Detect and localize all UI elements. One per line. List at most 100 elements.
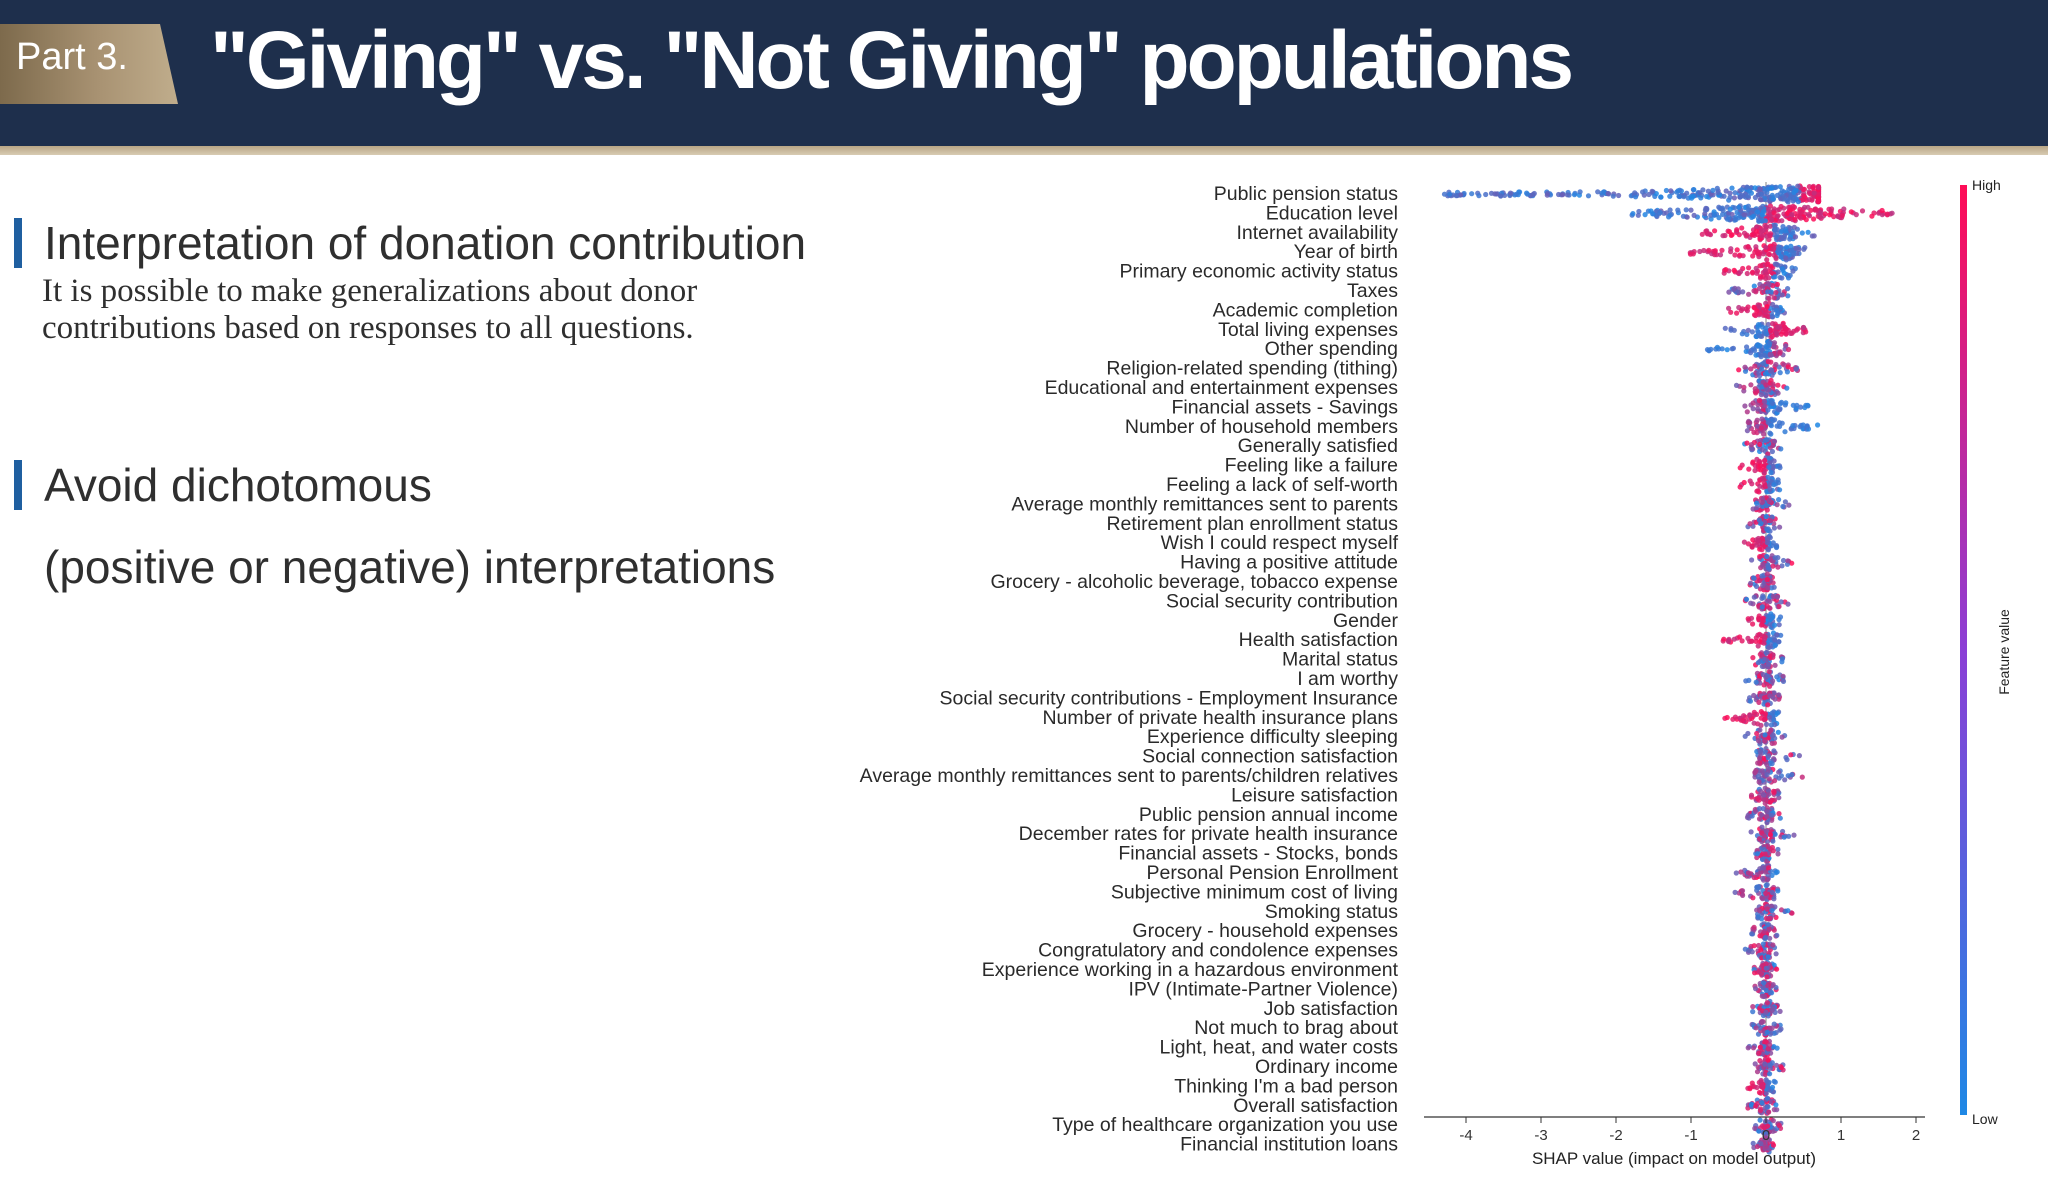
shap-point [1756,397,1762,403]
shap-point [1757,1117,1763,1123]
feature-label: Health satisfaction [1239,629,1398,651]
shap-point [1762,1071,1768,1078]
feature-dots [1752,1056,1786,1078]
shap-point [1765,954,1771,960]
shap-point [1768,470,1774,476]
feature-dots [1745,611,1784,631]
shap-point [1775,888,1781,894]
shap-point [1762,738,1768,744]
shap-point [1758,1077,1764,1084]
shap-point [1776,617,1782,623]
feature-dots [1749,552,1795,573]
shap-point [1666,214,1672,220]
shap-point [1785,558,1791,564]
shap-point [1757,437,1763,444]
shap-point [1771,896,1777,902]
x-tick-label: 2 [1912,1127,1920,1144]
feature-label: Light, heat, and water costs [1160,1037,1399,1059]
shap-point [1630,211,1636,217]
shap-point [1767,518,1773,524]
shap-point [1753,679,1759,685]
shap-point [1749,813,1755,819]
shap-point [1804,423,1810,429]
shap-point [1773,290,1779,296]
shap-point [1764,761,1770,768]
shap-point [1712,249,1718,255]
shap-point [1766,776,1772,782]
shap-point [1764,576,1770,583]
shap-point [1773,870,1779,876]
feature-dots [1747,571,1777,593]
shap-point [1749,232,1755,238]
feature-dots [1754,901,1795,922]
shap-point [1759,812,1765,818]
shap-point [1691,187,1697,193]
shap-point [1761,458,1768,464]
shap-point [1761,755,1767,761]
shap-point [1766,232,1773,238]
shap-point [1697,190,1703,196]
shap-point [1733,870,1739,876]
shap-point [1663,187,1669,194]
shap-point [1789,910,1795,916]
shap-point [1738,869,1744,875]
shap-point [1757,866,1763,872]
shap-point [1751,709,1757,716]
shap-point [1757,908,1763,914]
shap-point [1751,924,1757,930]
shap-point [1811,216,1817,222]
header-bar [0,0,2048,146]
shap-point [1748,600,1754,606]
shap-point [1764,1095,1770,1101]
shap-point [1778,254,1784,260]
shap-point [1706,247,1712,253]
feature-label: Financial assets - Stocks, bonds [1118,843,1398,865]
shap-point [1750,270,1756,276]
shap-point [1757,554,1763,560]
shap-point [1778,1026,1784,1032]
shap-point [1483,191,1489,198]
shap-point [1767,486,1773,492]
shap-point [1763,749,1769,755]
shap-point [1616,192,1622,199]
shap-point [1770,301,1776,308]
shap-point [1759,366,1765,372]
feature-dots [1699,222,1817,243]
shap-point [1798,210,1804,216]
shap-point [1785,601,1791,607]
shap-point [1779,275,1785,281]
shap-point [1771,525,1777,531]
shap-point [1736,204,1742,210]
shap-point [1739,888,1746,894]
shap-point [1754,748,1760,755]
shap-point [1763,1090,1769,1096]
shap-point [1772,555,1778,561]
feature-label: Primary economic activity status [1120,261,1399,283]
shap-point [1773,330,1780,336]
feature-label: Type of healthcare organization you use [1052,1114,1398,1136]
shap-point [1805,402,1811,408]
feature-label: Average monthly remittances sent to pare… [860,765,1399,787]
shap-point [1760,561,1766,568]
shap-point [1792,234,1799,240]
shap-point [1761,928,1767,935]
shap-point [1770,1005,1776,1011]
shap-point [1811,233,1817,239]
shap-point [1771,1044,1777,1050]
shap-point [1789,330,1795,336]
shap-point [1633,194,1639,200]
shap-point [1761,663,1767,670]
feature-dots [1749,1018,1784,1038]
feature-label: Total living expenses [1218,319,1398,341]
shap-point [1750,213,1757,219]
shap-point [1507,190,1514,196]
shap-point [1822,211,1828,217]
shap-point [1723,188,1729,194]
shap-point [1729,185,1735,191]
shap-point [1776,775,1782,781]
shap-point [1756,797,1762,803]
shap-point [1752,1061,1758,1067]
shap-point [1773,544,1780,551]
shap-point [1783,244,1790,250]
